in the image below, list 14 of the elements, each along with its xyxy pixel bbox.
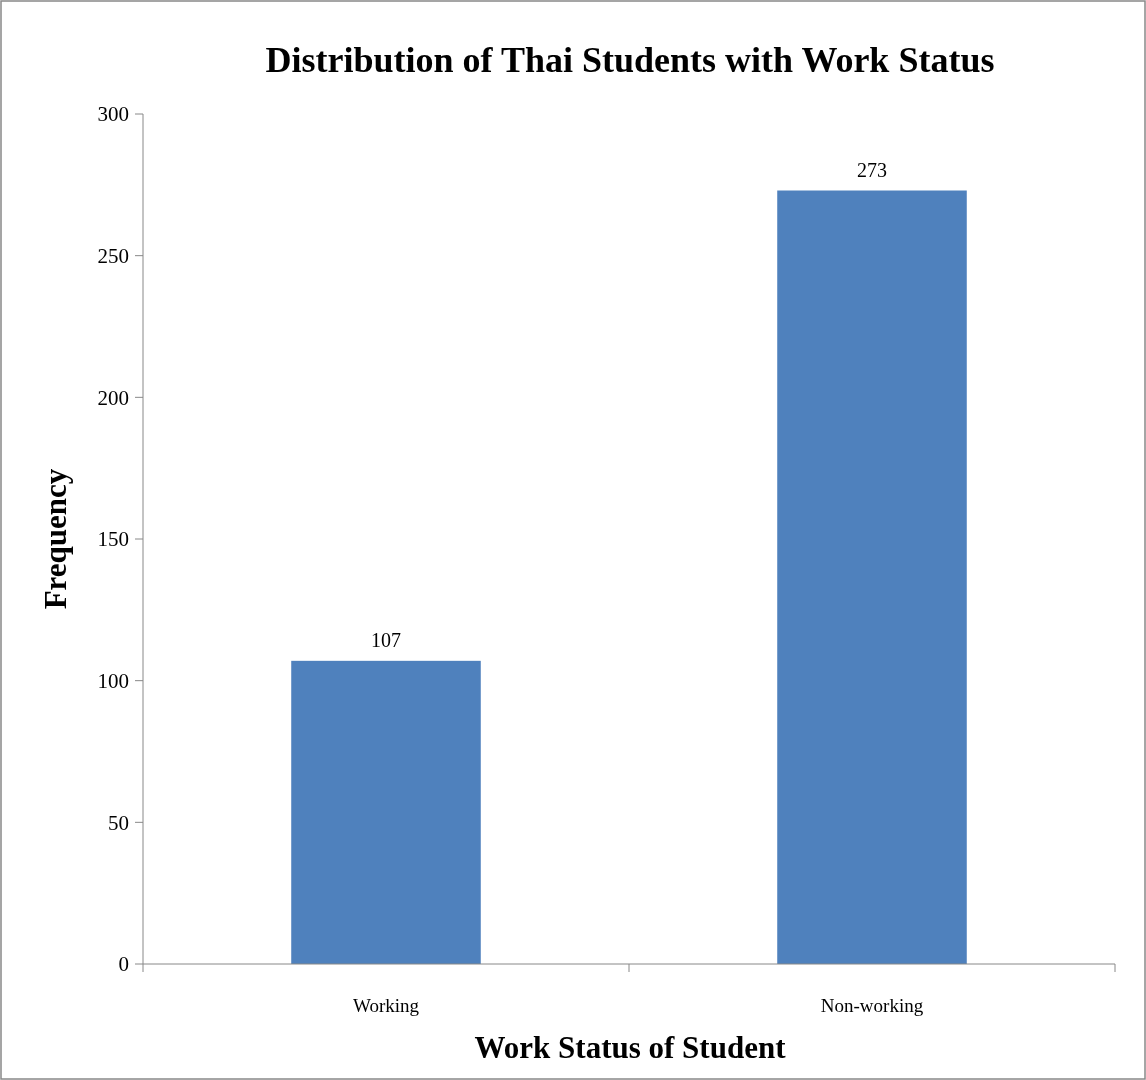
y-tick-label: 0 <box>118 952 129 977</box>
y-axis-title: Frequency <box>38 468 73 610</box>
x-tick-label: Non-working <box>820 995 924 1016</box>
y-tick-label: 150 <box>97 527 129 552</box>
data-label: 107 <box>371 628 401 651</box>
y-tick-label: 50 <box>108 810 129 835</box>
x-axis-title: Work Status of Student <box>474 1030 787 1065</box>
y-tick-label: 250 <box>97 244 129 269</box>
y-tick-label: 200 <box>97 385 129 410</box>
y-tick-label: 100 <box>97 669 129 694</box>
data-label: 273 <box>857 158 887 181</box>
y-tick-label: 300 <box>97 102 129 127</box>
x-tick-label: Working <box>352 995 420 1016</box>
chart-title: Distribution of Thai Students with Work Status <box>265 40 995 80</box>
